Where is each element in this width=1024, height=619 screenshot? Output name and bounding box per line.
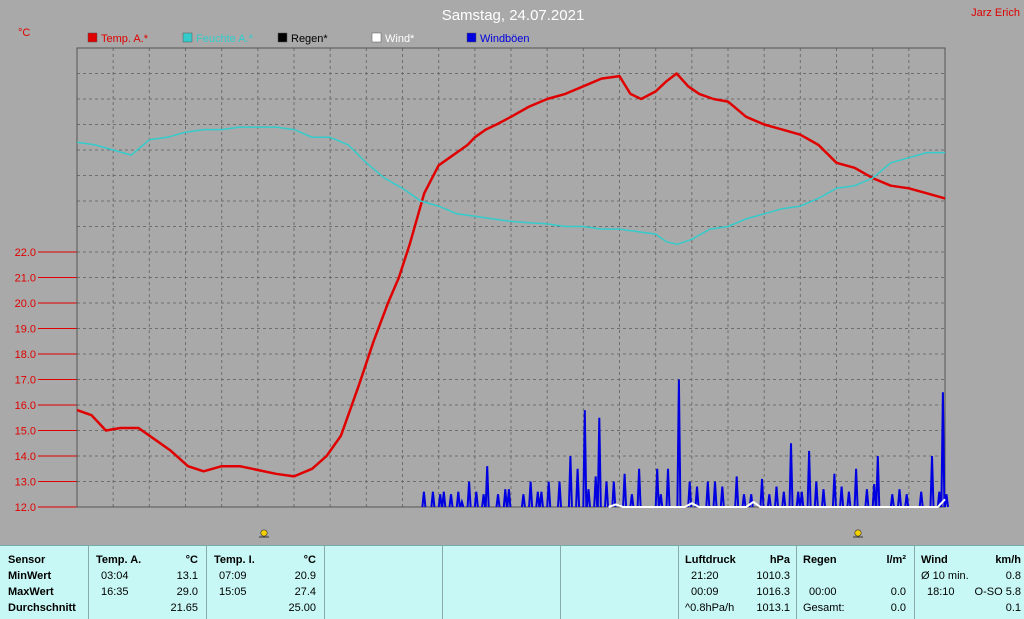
header-pressure: Luftdruck — [685, 554, 736, 566]
temp-a-min-time: 03:04 — [101, 570, 129, 582]
col-rain: Regen l/m² 00:00 0.0 Gesamt: 0.0 — [796, 546, 914, 619]
header-sensor: Sensor — [8, 554, 46, 566]
wind-mean-value: 0.1 — [1005, 602, 1021, 614]
statistics-table: Sensor MinWert MaxWert Durchschnitt Temp… — [0, 545, 1024, 619]
series-line-temperature — [76, 72, 946, 478]
temp-a-max-value: 29.0 — [176, 586, 198, 598]
temp-a-max-time: 16:35 — [101, 586, 129, 598]
pressure-min-value: 1010.3 — [756, 570, 790, 582]
y-tick-label: 22.0 — [15, 247, 36, 259]
y-unit-label: °C — [18, 27, 30, 39]
sunset-icon — [853, 529, 863, 538]
series-line-wind — [608, 498, 946, 508]
y-tick-label: 13.0 — [15, 477, 36, 489]
col-temp-i: Temp. I. °C 07:09 20.9 15:05 27.4 25.00 — [206, 546, 324, 619]
y-tick-label: 18.0 — [15, 349, 36, 361]
y-tick-label: 16.0 — [15, 400, 36, 412]
header-wind-unit: km/h — [995, 554, 1021, 566]
author-label: Jarz Erich — [971, 7, 1020, 19]
col-wind: Wind km/h Ø 10 min. 0.8 18:10 O-SO 5.8 0… — [914, 546, 1024, 619]
col-pressure: Luftdruck hPa 21:20 1010.3 00:09 1016.3 … — [678, 546, 796, 619]
y-tick-label: 12.0 — [15, 502, 36, 514]
header-wind: Wind — [921, 554, 948, 566]
header-rain-unit: l/m² — [886, 554, 906, 566]
series-layer — [76, 72, 949, 508]
y-tick-labels: 12.0 13.0 14.0 15.0 16.0 17.0 18.0 19.0 20.0 21.0… — [15, 247, 77, 514]
row-label-max: MaxWert — [8, 586, 54, 598]
header-temp-a: Temp. A. — [96, 554, 142, 566]
temp-i-min-value: 20.9 — [294, 570, 316, 582]
series-line-dewpoint — [76, 126, 945, 246]
chart-grid — [76, 47, 946, 508]
wind-max-value: O-SO 5.8 — [974, 586, 1021, 598]
legend-swatch-rain — [277, 32, 288, 43]
series-line-gusts — [421, 379, 949, 508]
temp-i-max-value: 27.4 — [294, 586, 316, 598]
col-sensor: Sensor MinWert MaxWert Durchschnitt — [0, 546, 88, 619]
pressure-max-value: 1016.3 — [756, 586, 790, 598]
col-empty-2 — [442, 546, 560, 619]
legend-label-wind: Wind* — [385, 33, 415, 45]
y-tick-label: 21.0 — [15, 273, 36, 285]
pressure-trend: ^0.8hPa/h — [685, 602, 735, 614]
pressure-min-time: 21:20 — [691, 570, 719, 582]
pressure-max-time: 00:09 — [691, 586, 719, 598]
temp-i-average: 25.00 — [288, 602, 316, 614]
y-tick-label: 20.0 — [15, 298, 36, 310]
y-tick-label: 19.0 — [15, 324, 36, 336]
chart-title: Samstag, 24.07.2021 — [442, 7, 585, 24]
rain-max-value: 0.0 — [890, 586, 906, 598]
pressure-average: 1013.1 — [756, 602, 790, 614]
legend-swatch-dew — [182, 32, 193, 43]
legend-swatch-gust — [466, 32, 477, 43]
temp-i-max-time: 15:05 — [219, 586, 247, 598]
legend-label-temp: Temp. A.* — [101, 33, 149, 45]
legend-label-dew: Feuchte A.* — [196, 33, 254, 45]
row-label-min: MinWert — [8, 570, 52, 582]
header-temp-i-unit: °C — [303, 554, 316, 566]
header-temp-a-unit: °C — [185, 554, 198, 566]
plot-frame — [76, 47, 946, 508]
legend-label-gust: Windböen — [480, 33, 530, 45]
legend-label-rain: Regen* — [291, 33, 328, 45]
col-empty-3 — [560, 546, 678, 619]
wind-avg-label: Ø 10 min. — [921, 570, 969, 582]
wind-avg-value: 0.8 — [1005, 570, 1021, 582]
rain-total-value: 0.0 — [890, 602, 906, 614]
rain-total-label: Gesamt: — [803, 602, 845, 614]
temp-i-min-time: 07:09 — [219, 570, 247, 582]
sunrise-icon — [259, 529, 269, 538]
header-pressure-unit: hPa — [769, 554, 790, 566]
wind-max-time: 18:10 — [927, 586, 955, 598]
row-label-avg: Durchschnitt — [8, 602, 76, 614]
header-rain: Regen — [803, 554, 837, 566]
col-temp-a: Temp. A. °C 03:04 13.1 16:35 29.0 21.65 — [88, 546, 206, 619]
col-empty-1 — [324, 546, 442, 619]
temp-a-average: 21.65 — [170, 602, 198, 614]
legend-swatch-wind — [371, 32, 382, 43]
temp-a-min-value: 13.1 — [176, 570, 198, 582]
y-tick-label: 17.0 — [15, 375, 36, 387]
weather-chart: Samstag, 24.07.2021 Jarz Erich °C Temp. … — [15, 7, 1020, 538]
y-tick-label: 15.0 — [15, 426, 36, 438]
rain-max-time: 00:00 — [809, 586, 837, 598]
header-temp-i: Temp. I. — [214, 554, 255, 566]
y-tick-label: 14.0 — [15, 451, 36, 463]
legend: Temp. A.* Feuchte A.* Regen* Wind* Windb… — [87, 32, 530, 45]
legend-swatch-temp — [87, 32, 98, 43]
